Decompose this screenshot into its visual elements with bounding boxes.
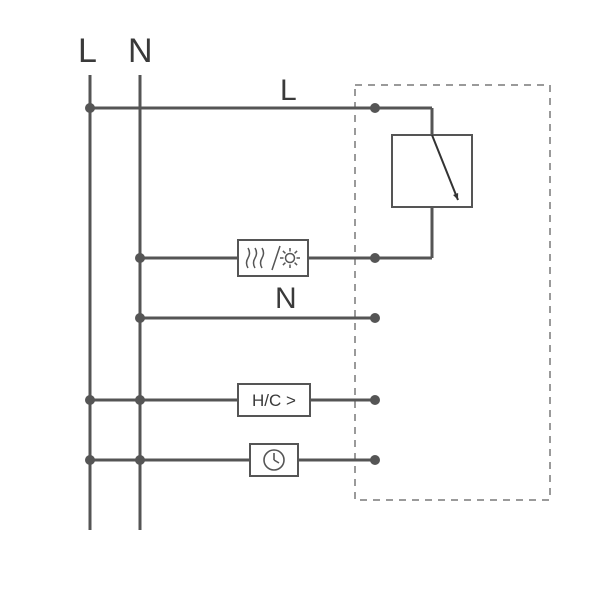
label-top-L: L — [280, 74, 297, 107]
wiring-diagram: LNLNH/C > — [0, 0, 600, 600]
junction-node — [370, 455, 380, 465]
junction-node — [85, 395, 95, 405]
junction-node — [85, 103, 95, 113]
label-rail-L: L — [78, 32, 97, 70]
junction-node — [370, 313, 380, 323]
label-rail-N: N — [128, 32, 153, 70]
hc-label: H/C > — [252, 391, 296, 410]
junction-node — [135, 253, 145, 263]
junction-node — [135, 455, 145, 465]
junction-node — [85, 455, 95, 465]
label-mid-N: N — [275, 282, 297, 315]
relay-box — [392, 135, 472, 207]
junction-node — [135, 313, 145, 323]
junction-node — [135, 395, 145, 405]
junction-node — [370, 395, 380, 405]
